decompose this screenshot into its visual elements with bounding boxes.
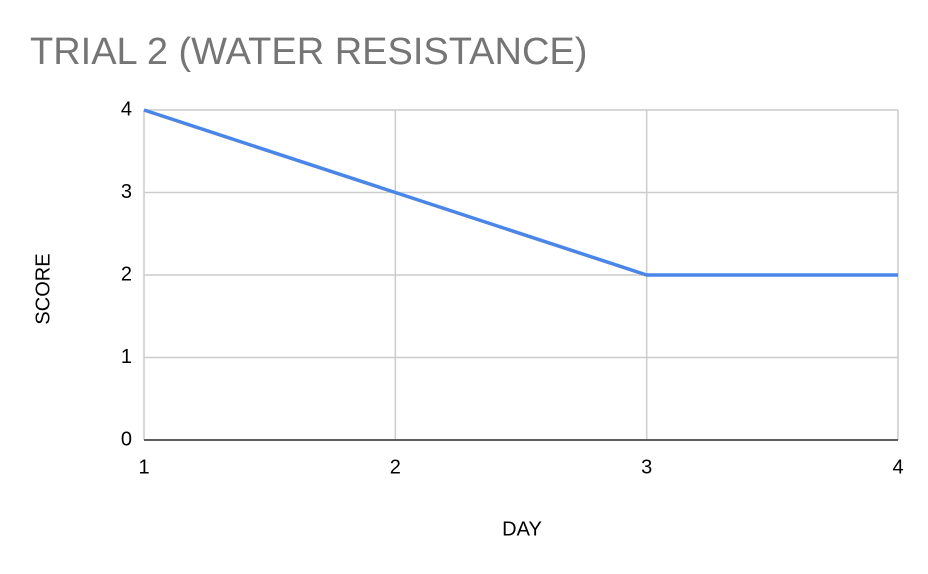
data-line <box>143 108 898 277</box>
y-tick-label: 4 <box>121 98 132 120</box>
x-tick-label: 3 <box>641 456 652 478</box>
chart-title: TRIAL 2 (WATER RESISTANCE) <box>30 31 587 73</box>
y-tick-label: 3 <box>121 181 132 203</box>
x-tick-label: 4 <box>892 456 903 478</box>
y-axis-label: SCORE <box>32 253 54 324</box>
y-tick-label: 1 <box>121 346 132 368</box>
y-tick-label: 0 <box>121 428 132 450</box>
x-axis-label: DAY <box>502 518 542 540</box>
x-tick-label: 2 <box>390 456 401 478</box>
x-tick-label: 1 <box>138 456 149 478</box>
y-tick-label: 2 <box>121 263 132 285</box>
